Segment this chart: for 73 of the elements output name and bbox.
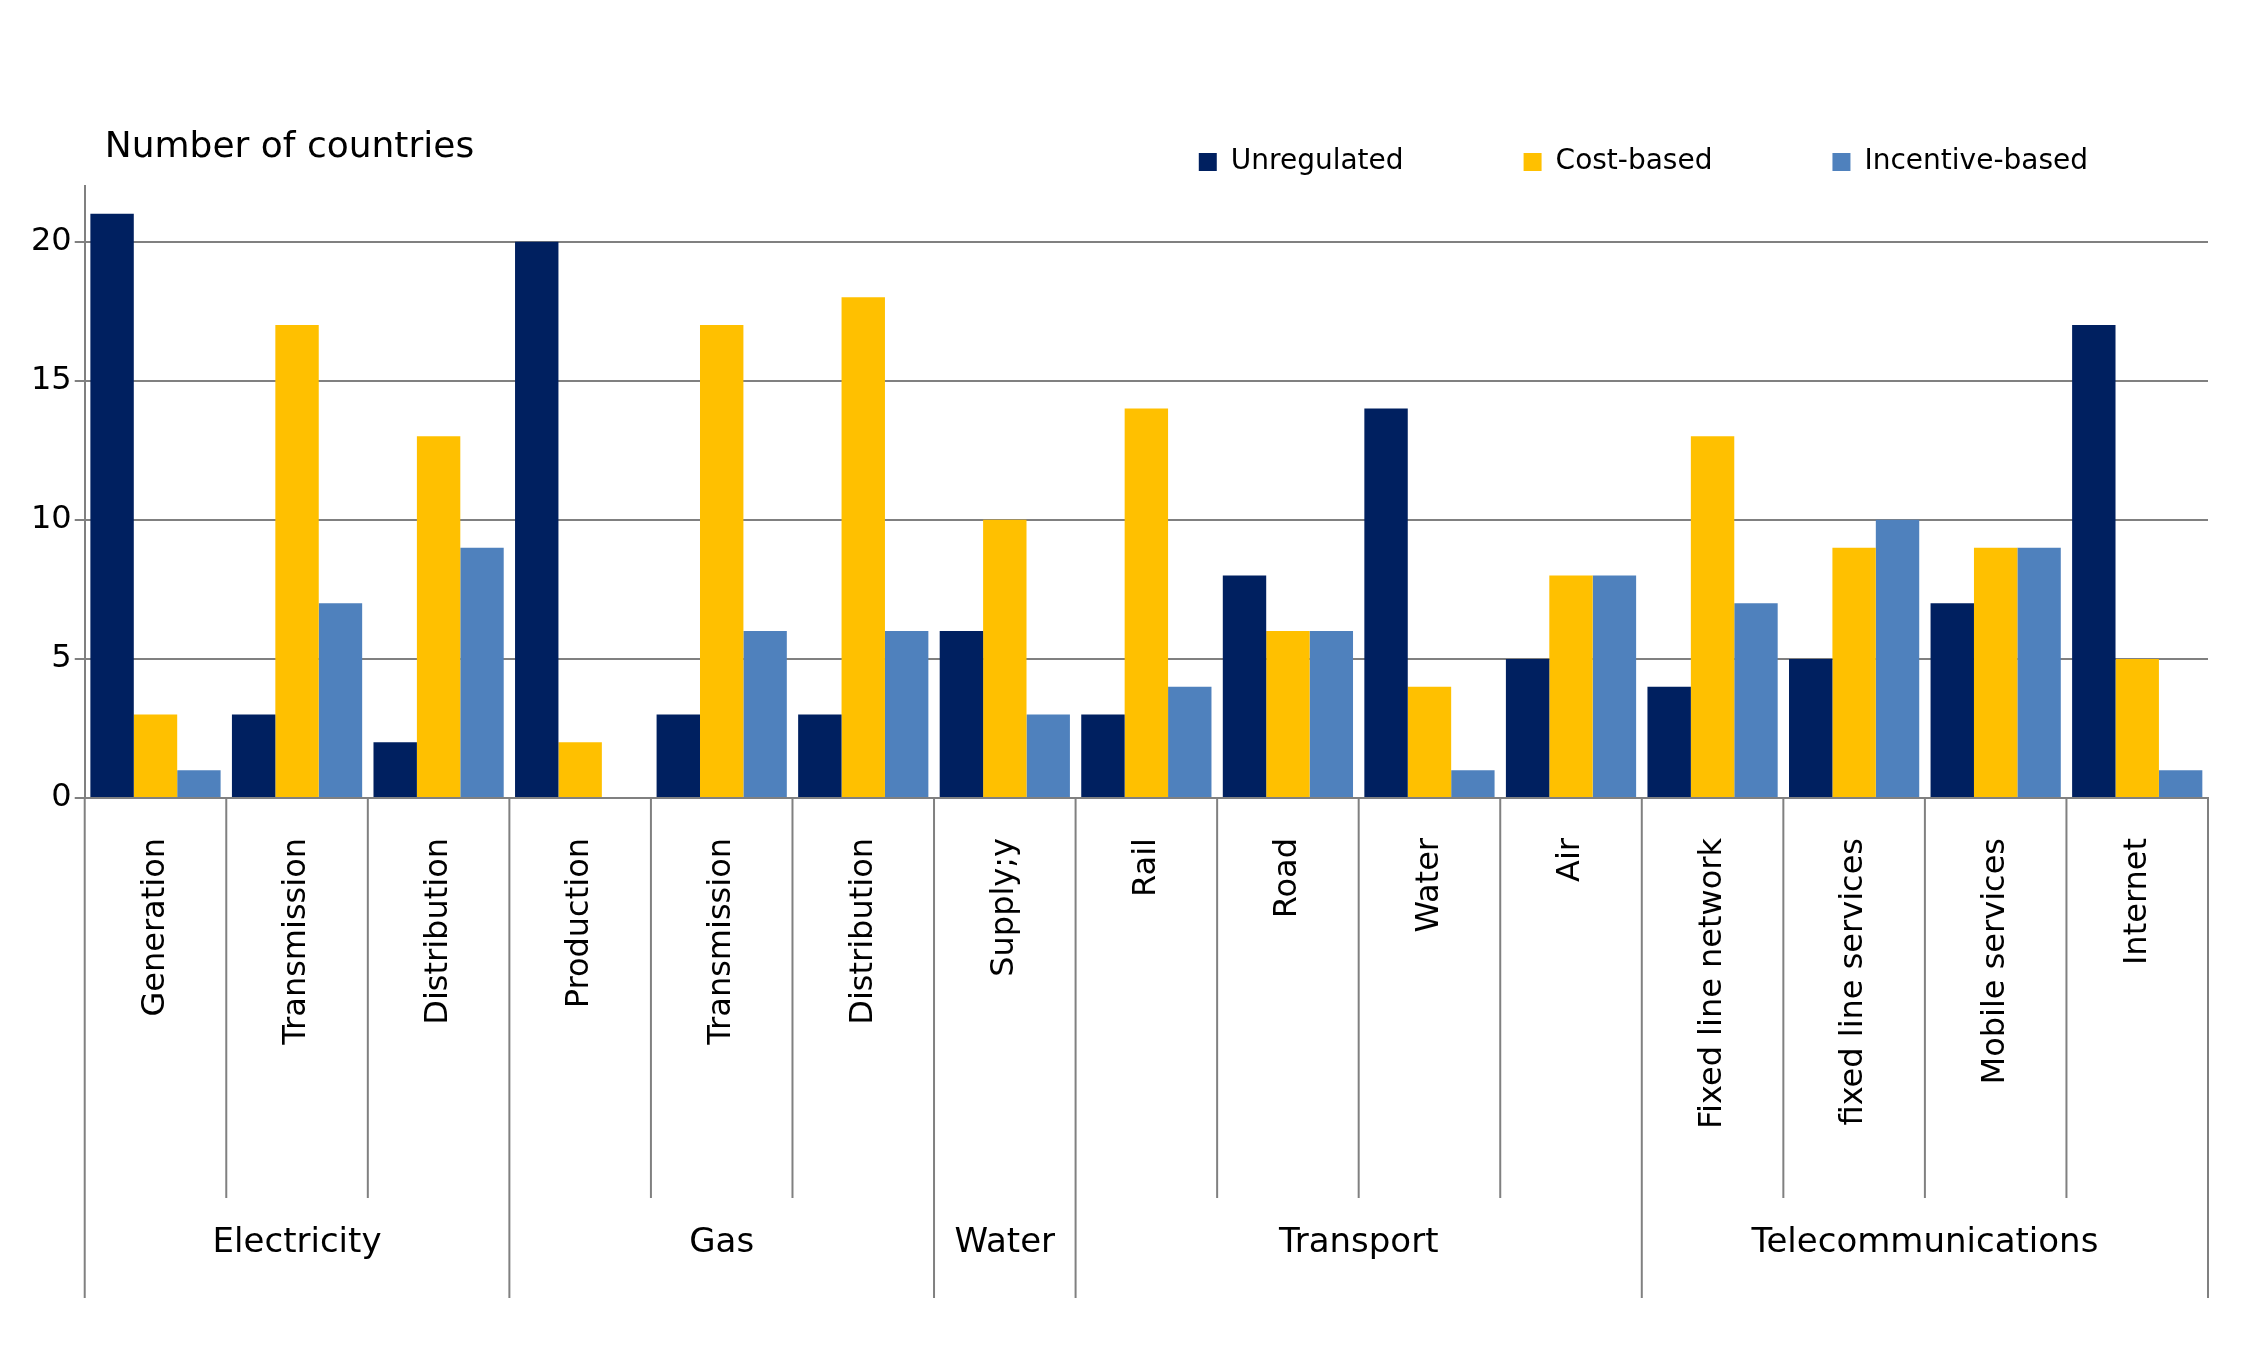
x-tick-label: Rail	[1124, 838, 1163, 897]
bar	[1505, 658, 1550, 797]
bar	[2158, 770, 2203, 797]
bar	[90, 213, 134, 797]
bar	[1026, 714, 1070, 797]
bar	[1690, 436, 1735, 797]
y-tick-label: 20	[31, 219, 72, 258]
legend-label: Cost-based	[1555, 143, 1713, 177]
bar	[1124, 408, 1169, 797]
bar	[1168, 686, 1212, 797]
bar	[2115, 658, 2159, 797]
bar	[1930, 603, 1974, 797]
x-tick-label: Production	[558, 838, 597, 1009]
bar	[1407, 686, 1452, 797]
y-tick-label: 10	[31, 498, 72, 537]
x-tick-label: Internet	[2115, 838, 2154, 966]
y-tick-label: 15	[31, 359, 72, 398]
bar	[1081, 714, 1125, 797]
x-tick-label: fixed line services	[1832, 838, 1871, 1126]
bar	[884, 631, 929, 797]
bar	[1832, 547, 1876, 797]
legend-label: Incentive-based	[1864, 143, 2089, 177]
x-tick-label: Transmission	[275, 838, 314, 1046]
bar	[318, 603, 363, 797]
x-tick-label: Supply;y	[983, 838, 1022, 977]
bar	[1364, 408, 1408, 797]
legend-label: Unregulated	[1230, 143, 1404, 177]
text: Water	[954, 1219, 1056, 1260]
bar	[1973, 547, 2018, 797]
bar	[1549, 575, 1593, 797]
x-tick-label: Air	[1549, 837, 1588, 882]
bar	[1734, 603, 1778, 797]
bar	[939, 631, 984, 797]
x-tick-label: Mobile services	[1973, 838, 2012, 1085]
x-tick-label: Road	[1266, 838, 1305, 919]
bar	[798, 714, 842, 797]
x-tick-label: Fixed line network	[1690, 837, 1729, 1129]
bar	[656, 714, 700, 797]
y-tick-label: 5	[51, 637, 72, 676]
bar	[1266, 631, 1310, 797]
y-axis-title: Number of countries	[104, 124, 475, 166]
bar	[515, 241, 559, 797]
bar	[1222, 575, 1267, 797]
x-tick-label: Distribution	[841, 838, 880, 1025]
y-tick-label: 0	[51, 776, 72, 815]
x-tick-label: Water	[1407, 837, 1446, 933]
x-tick-label: Transmission	[700, 838, 739, 1046]
bar	[2017, 547, 2061, 797]
bar	[743, 631, 787, 797]
x-tick-label: Generation	[133, 838, 172, 1017]
bar	[700, 325, 744, 797]
bar	[275, 325, 319, 797]
text: Telecommunications	[1750, 1219, 2099, 1260]
bar	[460, 547, 504, 797]
bar	[558, 742, 602, 797]
bar	[1309, 631, 1354, 797]
text: Gas	[689, 1219, 755, 1260]
x-tick-label: Distribution	[416, 838, 455, 1025]
bar	[1451, 770, 1495, 797]
bar	[231, 714, 276, 797]
bar	[177, 770, 221, 797]
bar	[133, 714, 178, 797]
bar	[983, 519, 1027, 797]
text: Transport	[1277, 1219, 1439, 1260]
bar	[1647, 686, 1691, 797]
bar	[2072, 325, 2116, 797]
text: Electricity	[212, 1219, 382, 1260]
bar	[373, 742, 417, 797]
bar	[841, 297, 885, 797]
bar	[1592, 575, 1637, 797]
bar	[1875, 519, 1920, 797]
bar	[1789, 658, 1833, 797]
bar	[416, 436, 461, 797]
